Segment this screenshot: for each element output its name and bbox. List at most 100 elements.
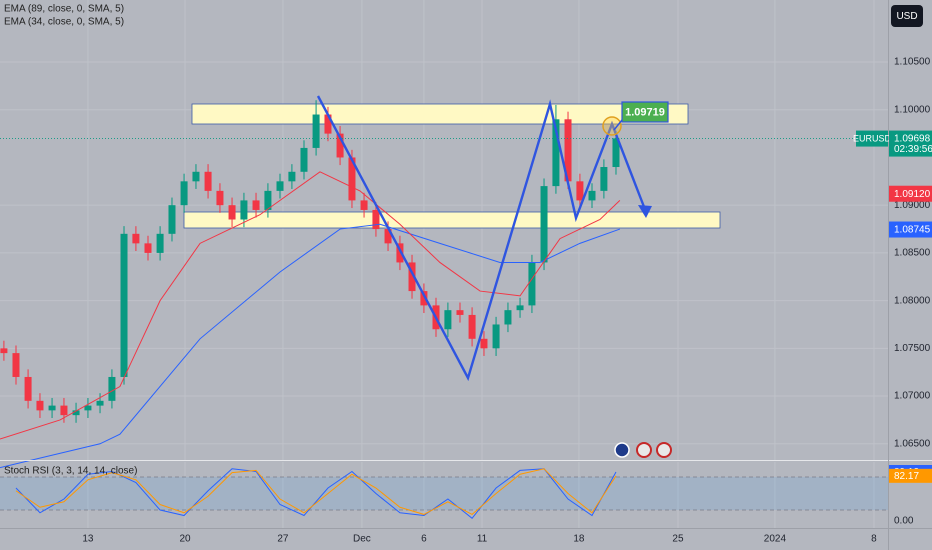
candle-body	[348, 157, 356, 201]
candle-body	[60, 405, 68, 416]
candle-body	[552, 119, 560, 187]
candle-body	[216, 190, 224, 206]
candle-body	[384, 229, 392, 244]
candle-body	[576, 181, 584, 201]
x-tick-label: 13	[82, 534, 94, 545]
candle-body	[96, 400, 104, 406]
candle-body	[84, 405, 92, 411]
x-tick-label: 6	[421, 534, 427, 545]
callout-box	[621, 101, 669, 123]
ema-line	[0, 223, 621, 469]
y-tick-label: 1.07500	[894, 343, 931, 354]
value-tag-label: 82.17	[894, 471, 919, 482]
value-tag	[889, 468, 932, 483]
stoch-tick-label: 0.00	[894, 516, 914, 527]
x-tick-label: 27	[277, 534, 289, 545]
x-tick-label: 20	[179, 534, 191, 545]
candle-body	[372, 209, 380, 230]
band-fill	[0, 477, 888, 511]
candle-body	[264, 190, 272, 210]
price-plot: EMA (89, close, 0, SMA, 5) EMA (34, close…	[0, 4, 621, 469]
price-tag	[889, 185, 932, 202]
stoch-plot	[0, 468, 888, 519]
candle-body	[360, 200, 368, 210]
candle-body	[420, 291, 428, 306]
stoch-legend: Stoch RSI (3, 3, 14, 14, close)	[4, 466, 137, 477]
candle-body	[12, 353, 20, 377]
candle-body	[144, 243, 152, 253]
candle-body	[48, 405, 56, 411]
symbol-tag	[856, 130, 888, 147]
y-tick-label: 1.06500	[894, 438, 931, 449]
callout-text: 1.09719	[625, 106, 665, 118]
candle-body	[516, 305, 524, 311]
highlight-circle	[602, 116, 622, 136]
candle-body	[0, 348, 8, 354]
candle-body	[456, 310, 464, 315]
candle-body	[336, 133, 344, 158]
price-tag-label: 1.09698	[894, 134, 931, 145]
zigzag-drawing	[316, 95, 648, 382]
event-icon[interactable]	[656, 442, 672, 458]
price-tag-label: 1.09120	[894, 189, 931, 200]
support-zone	[183, 211, 721, 229]
candle-body	[324, 114, 332, 134]
x-tick-label: 2024	[764, 534, 787, 545]
legend-entry: EMA (89, close, 0, SMA, 5)	[4, 4, 124, 15]
price-tag	[889, 130, 932, 157]
stoch-line	[15, 468, 617, 516]
candle-body	[504, 310, 512, 325]
candle-body	[612, 138, 620, 168]
candle-body	[72, 410, 80, 416]
x-tick-label: 8	[871, 534, 877, 545]
price-tag	[889, 221, 932, 238]
candle-body	[132, 233, 140, 244]
candle-body	[192, 171, 200, 182]
y-tick-label: 1.09000	[894, 200, 931, 211]
candle-body	[408, 262, 416, 292]
x-tick-label: 25	[672, 534, 684, 545]
currency-button[interactable]	[891, 5, 923, 27]
price-tag-label: 1.08745	[894, 225, 931, 236]
candle-body	[528, 262, 536, 306]
axes: 13 20 27 Dec 6 11 18 25 2024 8 1.10500 1.10000 1.090…	[0, 57, 932, 545]
y-tick-label: 1.10000	[894, 104, 931, 115]
y-tick-label: 1.10500	[894, 57, 931, 68]
x-tick-label: Dec	[353, 534, 371, 545]
candle-body	[288, 171, 296, 182]
symbol-label: EURUSD	[853, 133, 892, 143]
candle-body	[300, 147, 308, 172]
candle-body	[600, 167, 608, 191]
candle-body	[396, 243, 404, 263]
candle-body	[588, 190, 596, 201]
callout-line	[613, 119, 623, 131]
candle-body	[108, 376, 116, 401]
legend-entry: EMA (34, close, 0, SMA, 5)	[4, 17, 124, 28]
candle-body	[312, 114, 320, 148]
candle-body	[24, 376, 32, 401]
x-tick-label: 11	[477, 534, 488, 545]
currency-label[interactable]: USD	[896, 11, 917, 22]
candle-body	[468, 314, 476, 339]
candle-body	[540, 186, 548, 263]
event-icon[interactable]	[614, 442, 630, 458]
event-icon[interactable]	[636, 442, 652, 458]
x-tick-label: 18	[573, 534, 585, 545]
candle-body	[228, 205, 236, 220]
candle-body	[240, 200, 248, 220]
candle-body	[180, 181, 188, 206]
candle-body	[36, 400, 44, 411]
candle-body	[564, 119, 572, 182]
candle-body	[204, 171, 212, 191]
candle-body	[168, 205, 176, 234]
y-tick-label: 1.07000	[894, 391, 931, 402]
candle-body	[252, 200, 260, 210]
y-tick-label: 1.08500	[894, 248, 931, 259]
ema-line	[0, 171, 621, 440]
y-tick-label: 1.08000	[894, 295, 931, 306]
candle-body	[444, 310, 452, 330]
countdown: 02:39:56	[894, 144, 932, 155]
